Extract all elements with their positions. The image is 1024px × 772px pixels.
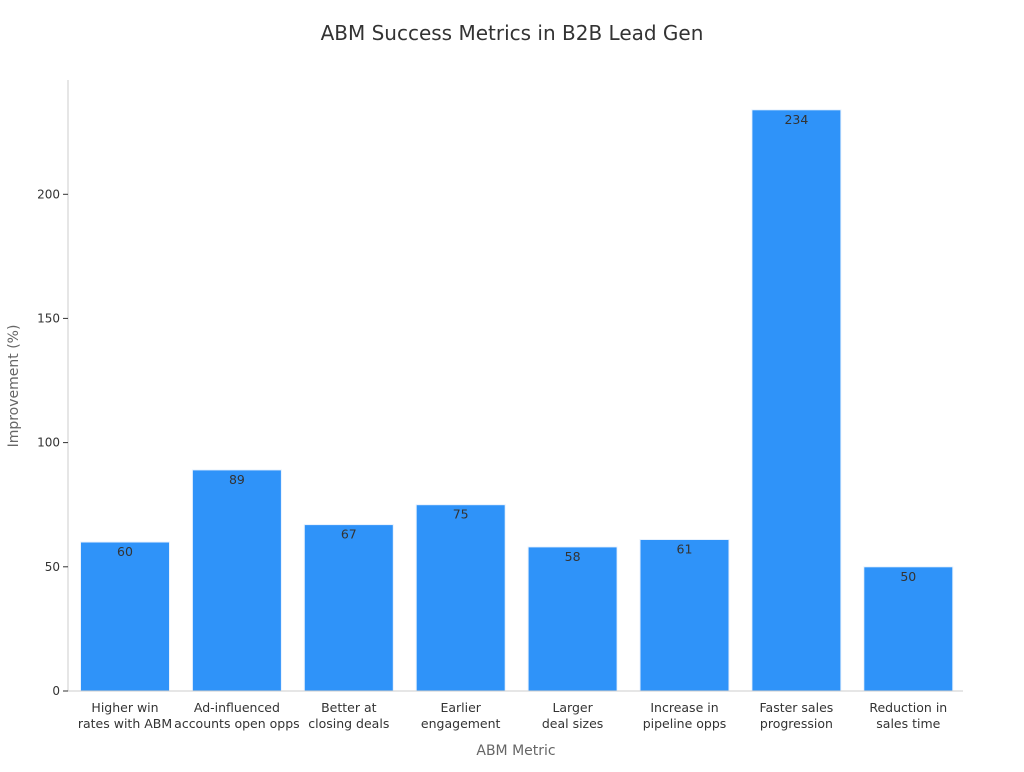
data-label-6: 234 (784, 112, 808, 127)
bar-0 (80, 541, 170, 692)
category-label-line: engagement (421, 716, 501, 731)
category-label-2: Better at closing deals (308, 700, 389, 731)
category-label-line: rates with ABM (78, 716, 172, 731)
data-label-3: 75 (453, 507, 469, 522)
bars-layer: 60 89 67 75 58 61 234 50 (80, 109, 954, 692)
category-label-4: Larger deal sizes (542, 700, 603, 731)
x-axis-label: ABM Metric (476, 743, 555, 759)
category-label-line: accounts open opps (174, 716, 299, 731)
category-label-line: Increase in (650, 700, 718, 715)
y-tick-label-4: 200 (37, 187, 60, 201)
bar-7 (863, 566, 954, 692)
category-label-line: Reduction in (869, 700, 947, 715)
category-label-line: Better at (321, 700, 377, 715)
data-label-4: 58 (565, 549, 581, 564)
category-label-line: sales time (876, 716, 940, 731)
bar-5 (639, 539, 730, 692)
category-label-line: Higher win (91, 700, 158, 715)
category-label-1: Ad-influenced accounts open opps (174, 700, 299, 731)
y-tick-label-2: 100 (37, 436, 60, 450)
data-label-5: 61 (677, 542, 693, 557)
y-tick-label-1: 50 (45, 560, 60, 574)
category-label-line: progression (760, 716, 833, 731)
category-label-0: Higher win rates with ABM (78, 700, 172, 731)
bar-3 (415, 504, 506, 692)
category-label-5: Increase in pipeline opps (643, 700, 727, 731)
y-axis-label: Improvement (%) (6, 325, 22, 448)
data-label-2: 67 (341, 527, 357, 542)
category-label-3: Earlier engagement (421, 700, 501, 731)
data-label-7: 50 (900, 569, 916, 584)
bar-6 (751, 109, 842, 692)
category-label-line: Faster sales (760, 700, 834, 715)
bar-1 (191, 469, 282, 692)
data-label-1: 89 (229, 472, 245, 487)
data-label-0: 60 (117, 544, 133, 559)
category-label-6: Faster sales progression (760, 700, 834, 731)
category-label-line: pipeline opps (643, 716, 727, 731)
bar-4 (527, 546, 618, 692)
category-label-line: Earlier (440, 700, 481, 715)
category-label-7: Reduction in sales time (869, 700, 947, 731)
bar-2 (303, 524, 394, 692)
category-label-line: deal sizes (542, 716, 603, 731)
y-tick-label-3: 150 (37, 311, 60, 325)
category-label-line: closing deals (308, 716, 389, 731)
category-label-line: Larger (552, 700, 593, 715)
y-tick-label-0: 0 (52, 684, 60, 698)
category-label-line: Ad-influenced (194, 700, 280, 715)
chart-title: ABM Success Metrics in B2B Lead Gen (321, 21, 704, 45)
